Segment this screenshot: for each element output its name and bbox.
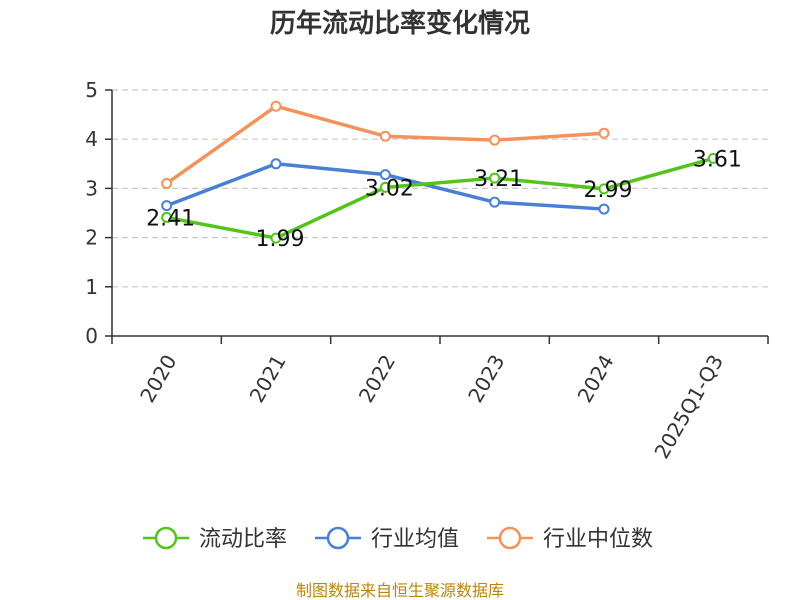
y-tick-label: 0 (85, 324, 98, 348)
legend-label: 行业均值 (371, 527, 459, 552)
data-label: 3.21 (474, 167, 523, 192)
legend-item[interactable]: 行业均值 (315, 526, 459, 552)
x-tick-label: 2020 (135, 351, 181, 407)
data-point (270, 232, 282, 244)
data-point (489, 134, 501, 146)
data-label: 3.61 (693, 147, 742, 172)
legend: 流动比率 行业均值 行业中位数 (143, 526, 653, 552)
legend-marker (326, 526, 350, 550)
data-label: 2.99 (584, 178, 633, 203)
series-line (166, 156, 714, 240)
x-tick-label: 2021 (244, 351, 290, 407)
data-point (379, 169, 391, 181)
x-tick-label: 2025Q1-Q3 (649, 351, 728, 463)
data-point (161, 200, 173, 212)
x-tick-label: 2022 (354, 351, 400, 407)
data-label: 2.41 (146, 206, 195, 231)
data-point (161, 177, 173, 189)
legend-label: 流动比率 (199, 527, 287, 552)
data-point (707, 152, 719, 164)
legend-item[interactable]: 行业中位数 (487, 526, 653, 552)
y-tick-label: 1 (85, 275, 98, 299)
data-point (598, 183, 610, 195)
legend-marker (498, 526, 522, 550)
data-point (270, 158, 282, 170)
y-tick-label: 2 (85, 226, 98, 250)
data-point (270, 100, 282, 112)
x-tick-label: 2024 (572, 351, 618, 407)
data-point (379, 130, 391, 142)
data-label: 1.99 (256, 227, 305, 252)
y-tick-label: 4 (85, 127, 98, 151)
data-point (161, 211, 173, 223)
series-lines (161, 100, 719, 244)
data-point (598, 127, 610, 139)
legend-label: 行业中位数 (543, 527, 653, 552)
y-tick-label: 5 (85, 78, 98, 102)
data-point (598, 203, 610, 215)
legend-marker (154, 526, 178, 550)
x-tick-label: 2023 (463, 350, 509, 406)
data-point (379, 181, 391, 193)
data-point (489, 172, 501, 184)
axes: 0 1 2 3 4 5 2020 2021 2022 2023 2024 2025Q1-Q3 (85, 78, 769, 463)
source-note: 制图数据来自恒生聚源数据库 (296, 581, 504, 600)
chart-title: 历年流动比率变化情况 (270, 8, 530, 39)
data-label: 3.02 (365, 176, 414, 201)
data-labels: 2.41 1.99 3.02 3.21 2.99 3.61 (146, 147, 742, 252)
legend-item[interactable]: 流动比率 (143, 526, 287, 552)
y-tick-label: 3 (85, 176, 98, 200)
data-point (489, 196, 501, 208)
